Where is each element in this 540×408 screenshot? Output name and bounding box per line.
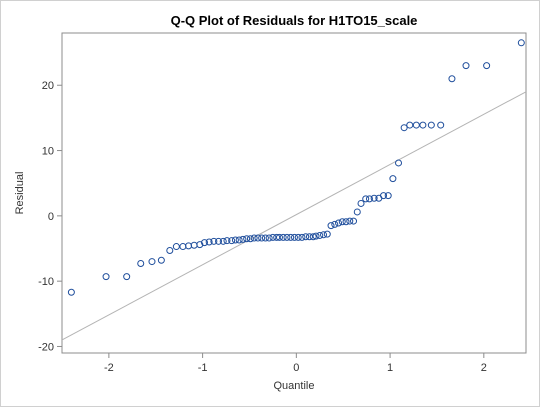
- data-point: [200, 239, 208, 247]
- data-point: [235, 236, 243, 244]
- data-point: [102, 273, 110, 281]
- data-point: [67, 288, 75, 296]
- data-point: [261, 234, 269, 242]
- data-point: [483, 62, 491, 70]
- data-point: [305, 233, 313, 241]
- data-point: [273, 233, 281, 241]
- data-point: [309, 233, 317, 241]
- data-point: [365, 195, 373, 203]
- data-point: [437, 121, 445, 129]
- data-point: [357, 199, 365, 207]
- data-point: [254, 234, 262, 242]
- data-point: [265, 234, 273, 242]
- data-point: [287, 233, 295, 241]
- x-tick-label: 2: [481, 362, 487, 374]
- data-point: [323, 230, 331, 238]
- data-point: [362, 195, 370, 203]
- data-point: [462, 62, 470, 70]
- data-point: [400, 124, 408, 132]
- y-tick-label: -10: [38, 276, 54, 288]
- data-point: [327, 222, 335, 230]
- data-point: [166, 246, 174, 254]
- data-point: [210, 237, 218, 245]
- data-point: [269, 233, 277, 241]
- data-point: [335, 219, 343, 227]
- y-tick-label: 10: [42, 146, 54, 158]
- data-point: [346, 217, 354, 225]
- data-point: [342, 218, 350, 226]
- y-tick-label: -20: [38, 341, 54, 353]
- y-axis-label: Residual: [14, 172, 26, 215]
- chart-title: Q-Q Plot of Residuals for H1TO15_scale: [171, 13, 418, 28]
- data-point: [380, 192, 388, 200]
- data-point: [219, 237, 227, 245]
- data-point: [205, 238, 213, 246]
- data-point: [172, 243, 180, 251]
- data-point: [427, 121, 435, 129]
- data-point: [316, 231, 324, 239]
- data-point: [283, 233, 291, 241]
- data-point: [298, 233, 306, 241]
- x-axis-label: Quantile: [274, 380, 315, 392]
- data-point: [350, 217, 358, 225]
- y-tick-label: 20: [42, 80, 54, 92]
- data-point: [419, 121, 427, 129]
- reference-line: [61, 91, 527, 341]
- data-point: [223, 237, 231, 245]
- data-point: [331, 220, 339, 228]
- data-point: [406, 121, 414, 129]
- data-point: [302, 233, 310, 241]
- x-tick-label: -1: [198, 362, 208, 374]
- data-point: [353, 208, 361, 216]
- plot-area: [61, 32, 527, 354]
- data-point: [231, 236, 239, 244]
- data-point: [338, 218, 346, 226]
- data-point: [123, 273, 131, 281]
- x-tick-label: -2: [104, 362, 114, 374]
- data-point: [258, 234, 266, 242]
- data-point: [239, 235, 247, 243]
- data-point: [148, 258, 156, 266]
- data-point: [228, 237, 236, 245]
- y-tick-label: 0: [48, 211, 54, 223]
- data-point: [243, 235, 251, 243]
- data-point: [395, 159, 403, 167]
- data-point: [215, 237, 223, 245]
- data-point: [157, 256, 165, 264]
- data-point: [389, 175, 397, 183]
- data-point: [384, 192, 392, 200]
- data-point: [412, 121, 420, 129]
- x-tick-label: 1: [387, 362, 393, 374]
- x-tick-label: 0: [293, 362, 299, 374]
- data-point: [312, 232, 320, 240]
- data-point: [246, 235, 254, 243]
- data-point: [275, 233, 283, 241]
- data-point: [370, 194, 378, 202]
- data-point: [250, 234, 258, 242]
- data-point: [448, 75, 456, 83]
- data-point: [290, 233, 298, 241]
- data-point: [294, 233, 302, 241]
- data-point: [196, 241, 204, 249]
- data-point: [137, 260, 145, 268]
- data-point: [320, 231, 328, 239]
- data-point: [517, 39, 525, 47]
- data-point: [279, 233, 287, 241]
